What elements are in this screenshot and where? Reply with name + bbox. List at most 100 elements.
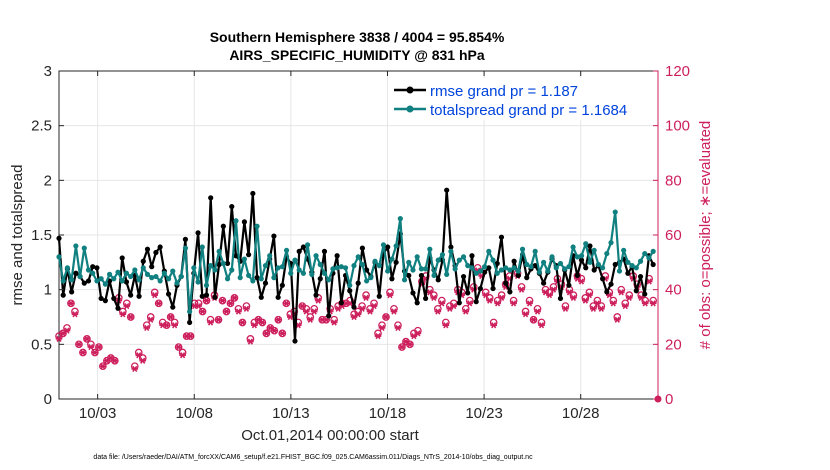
series-point-rmse (254, 275, 260, 281)
obs-evaluated-point (163, 322, 170, 329)
obs-evaluated-point (386, 292, 394, 299)
obs-evaluated-point (151, 292, 159, 299)
obs-evaluated-point (398, 343, 406, 351)
series-point-totalspread (621, 247, 627, 253)
series-point-rmse (203, 292, 210, 298)
series-point-rmse (262, 280, 269, 286)
series-point-totalspread (288, 270, 294, 276)
series-point-rmse (498, 234, 505, 240)
obs-evaluated-point (330, 319, 338, 326)
series-point-totalspread (144, 271, 151, 277)
obs-evaluated-point (526, 300, 533, 307)
series-point-rmse (410, 290, 416, 296)
obs-evaluated-point (75, 341, 83, 348)
series-point-totalspread (532, 248, 538, 254)
obs-evaluated-point (259, 319, 266, 326)
series-point-totalspread (300, 270, 307, 276)
obs-evaluated-point (227, 300, 234, 307)
series-point-rmse (650, 261, 656, 268)
obs-evaluated-point (127, 313, 135, 321)
series-point-rmse (292, 338, 298, 344)
chart-title-line2: AIRS_SPECIFIC_HUMIDITY @ 831 hPa (229, 47, 485, 63)
obs-evaluated-point (219, 297, 226, 304)
series-point-rmse (157, 244, 163, 250)
series-point-rmse (187, 319, 193, 326)
series-point-totalspread (115, 269, 121, 275)
series-point-totalspread (313, 253, 319, 259)
legend-entry-rmse: rmse grand pr = 1.187 (430, 83, 578, 100)
series-point-totalspread (81, 245, 87, 251)
series-point-totalspread (498, 267, 505, 273)
series-point-rmse (355, 280, 361, 286)
series-point-rmse (591, 267, 597, 273)
series-point-totalspread (106, 271, 113, 277)
y-tick-label-right: 120 (665, 63, 690, 80)
series-point-rmse (69, 289, 75, 295)
obs-evaluated-point (366, 308, 374, 315)
series-point-rmse (376, 293, 382, 299)
series-point-rmse (637, 273, 644, 280)
series-point-totalspread (187, 308, 193, 315)
x-tick-label: 10/08 (175, 405, 213, 422)
chart-title-line1: Southern Hemisphere 3838 / 4004 = 95.854… (210, 29, 505, 45)
obs-evaluated-point (582, 297, 589, 304)
series-point-rmse (271, 233, 277, 239)
series-point-rmse (608, 281, 614, 287)
series-point-rmse (90, 264, 96, 270)
obs-evaluated-point (175, 343, 182, 351)
series-line-totalspread (57, 210, 655, 313)
x-tick-label: 10/23 (465, 405, 503, 422)
legend-entry-totalspread: totalspread grand pr = 1.1684 (430, 102, 627, 119)
series-point-totalspread (473, 270, 479, 276)
obs-evaluated-point (374, 333, 382, 340)
tick-layer: 10/03 10/08 10/13 10/18 10/23 10/28 0 0.5 1 1.5 2 2… (31, 63, 690, 422)
obs-evaluated-point (534, 308, 541, 315)
series-point-totalspread (600, 265, 606, 271)
series-point-totalspread (317, 261, 323, 268)
series-point-totalspread (616, 268, 623, 274)
series-point-rmse (625, 270, 631, 276)
obs-evaluated-point (362, 294, 370, 301)
series-point-totalspread (111, 276, 117, 282)
series-point-rmse (182, 236, 189, 242)
series-point-totalspread (439, 252, 446, 258)
series-point-totalspread (170, 268, 176, 274)
series-point-rmse (275, 294, 281, 300)
series-point-totalspread (524, 261, 530, 268)
obs-evaluated-point (546, 292, 553, 299)
obs-evaluated-point (67, 300, 75, 307)
obs-evaluated-point (235, 308, 242, 315)
series-point-totalspread (469, 265, 475, 271)
obs-evaluated-point (279, 330, 286, 337)
obs-evaluated-point (239, 319, 246, 326)
series-point-rmse (456, 300, 462, 306)
obs-evaluated-point (570, 294, 577, 301)
series-point-rmse (123, 279, 130, 285)
obs-evaluated-point (282, 300, 290, 307)
series-point-rmse (389, 276, 395, 282)
obs-evaluated-point (247, 338, 254, 345)
series-point-rmse (503, 280, 509, 286)
series-point-totalspread (418, 266, 425, 272)
series-point-rmse (347, 288, 353, 294)
series-point-rmse (60, 292, 66, 298)
obs-evaluated-point (231, 294, 238, 301)
series-point-rmse (557, 295, 564, 302)
series-point-totalspread (233, 218, 239, 224)
series-point-totalspread (229, 267, 235, 273)
series-point-totalspread (330, 266, 336, 272)
series-point-totalspread (372, 258, 378, 264)
obs-evaluated-point (71, 311, 79, 318)
obs-evaluated-point (95, 343, 103, 351)
footer-data-file: data file: /Users/raeder/DAI/ATM_forcXX/… (93, 454, 533, 461)
obs-evaluated-point (83, 335, 91, 342)
series-point-totalspread (385, 268, 391, 274)
obs-evaluated-point (131, 365, 139, 373)
series-point-totalspread (250, 278, 256, 284)
series-point-rmse (94, 265, 100, 271)
series-point-rmse (444, 187, 450, 193)
series-point-totalspread (401, 277, 408, 283)
obs-evaluated-point (462, 308, 470, 315)
series-point-totalspread (380, 242, 387, 248)
series-point-totalspread (347, 282, 353, 288)
